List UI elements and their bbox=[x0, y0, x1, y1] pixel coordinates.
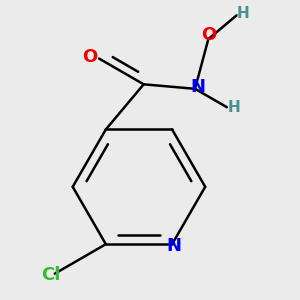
Text: H: H bbox=[227, 100, 240, 115]
Text: O: O bbox=[82, 48, 98, 66]
Text: H: H bbox=[237, 6, 250, 21]
Text: O: O bbox=[201, 26, 216, 44]
Text: N: N bbox=[167, 237, 182, 255]
Text: Cl: Cl bbox=[41, 266, 61, 284]
Text: N: N bbox=[190, 78, 206, 96]
